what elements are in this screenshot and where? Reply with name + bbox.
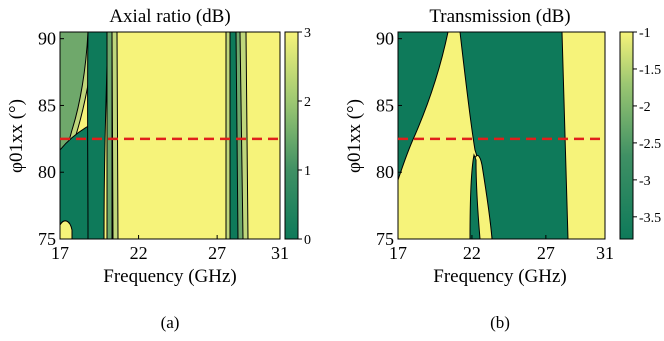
colorbar-tick-label: 1 [304, 164, 311, 179]
x-tick-label: 22 [130, 243, 148, 263]
panel-a-yellow-corner [60, 220, 73, 239]
panel-a-green-region-strip-left [87, 32, 109, 239]
x-tick-label: 27 [208, 243, 226, 263]
y-tick-label: 80 [376, 162, 394, 182]
panel-b-green-region-left [398, 32, 449, 181]
colorbar-tick-label: -1.5 [639, 63, 661, 78]
panel-a-colorbar [284, 31, 299, 240]
panel-b-axes-frame [397, 31, 606, 240]
colorbar-tick-label: -1 [639, 26, 651, 41]
panel-a-band-2 [111, 32, 119, 239]
panel-b: Transmission (dB) 17 22 27 31 75 80 85 90 Freq… [344, 6, 661, 332]
panel-a-x-ticks: 17 22 27 31 [51, 235, 289, 263]
colorbar-tick-label: -2.5 [639, 137, 661, 152]
colorbar-tick-label: -3.5 [639, 211, 661, 226]
panel-a-axes-frame [59, 31, 281, 240]
panel-b-caption: (b) [490, 313, 510, 332]
panel-a-y-ticks: 75 80 85 90 [38, 29, 64, 249]
panel-b-title: Transmission (dB) [429, 6, 570, 27]
panel-b-green-finger [469, 153, 481, 239]
y-tick-label: 90 [38, 29, 56, 49]
panel-b-heatmap [398, 32, 605, 239]
x-tick-label: 31 [271, 243, 289, 263]
y-tick-label: 85 [376, 95, 394, 115]
x-tick-label: 17 [51, 243, 69, 263]
panel-a-x-axis-label: Frequency (GHz) [103, 266, 236, 287]
panel-a-y-axis-label: φ01xx (°) [6, 99, 27, 173]
y-tick-label: 85 [38, 95, 56, 115]
panel-a-colorbar-ticks: 0 1 2 3 [298, 26, 311, 248]
colorbar-tick-label: -2 [639, 100, 651, 115]
panel-b-x-ticks: 17 22 27 31 [389, 235, 614, 263]
x-tick-label: 22 [463, 243, 481, 263]
x-tick-label: 17 [389, 243, 407, 263]
panel-b-x-axis-label: Frequency (GHz) [433, 266, 566, 287]
x-tick-label: 31 [596, 243, 614, 263]
panel-b-colorbar [619, 31, 634, 240]
panel-b-y-axis-label: φ01xx (°) [344, 99, 365, 173]
panel-b-colorbar-ticks: -1 -1.5 -2 -2.5 -3 -3.5 [633, 26, 661, 226]
y-tick-label: 75 [38, 229, 56, 249]
panel-a-title: Axial ratio (dB) [109, 6, 230, 27]
colorbar-tick-label: 2 [304, 95, 311, 110]
y-tick-label: 75 [376, 229, 394, 249]
y-tick-label: 90 [376, 29, 394, 49]
x-tick-label: 27 [537, 243, 555, 263]
colorbar-tick-label: -3 [639, 174, 651, 189]
y-tick-label: 80 [38, 162, 56, 182]
panel-a-caption: (a) [161, 313, 180, 332]
panel-a-band-right-4 [239, 32, 249, 239]
panel-a-heatmap [60, 32, 280, 239]
panel-a-band-1 [106, 32, 113, 239]
colorbar-tick-label: 3 [304, 26, 311, 41]
panel-b-y-ticks: 75 80 85 90 [376, 29, 402, 249]
colorbar-tick-label: 0 [304, 233, 311, 248]
